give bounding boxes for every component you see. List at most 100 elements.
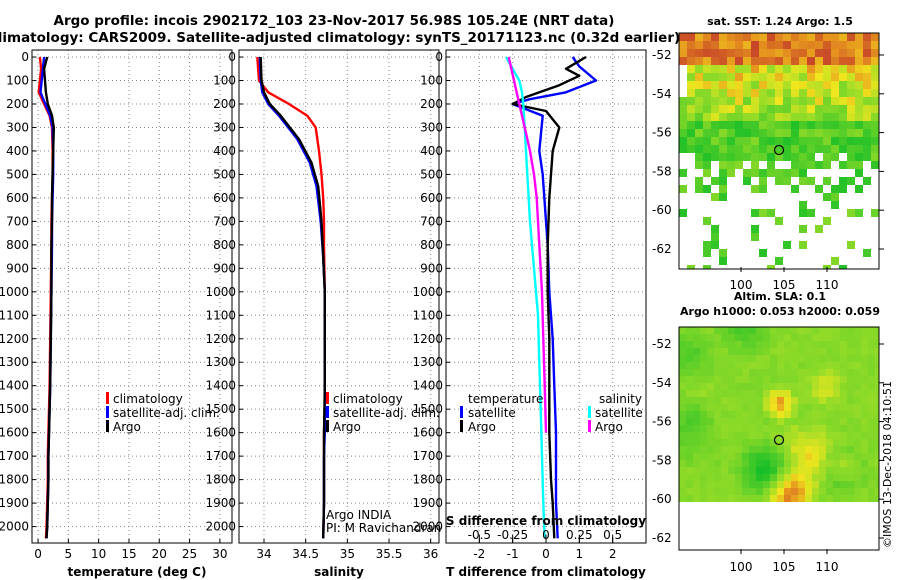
sst-cell (751, 121, 759, 129)
y-tick-label: 1000 (205, 285, 236, 299)
sla-cell (728, 341, 735, 348)
sla-cell (679, 355, 686, 362)
sla-cell (854, 474, 861, 481)
sst-cell (807, 33, 815, 41)
sst-cell (855, 81, 863, 89)
sla-cell (686, 467, 693, 474)
sla-cell (868, 355, 875, 362)
sla-cell (861, 488, 868, 495)
sst-cell (711, 41, 719, 49)
sla-cell (805, 348, 812, 355)
sst-cell (815, 97, 823, 105)
sla-cell (812, 348, 819, 355)
sla-cell (805, 355, 812, 362)
sst-cell (863, 129, 871, 137)
sla-cell (686, 383, 693, 390)
sla-cell (728, 369, 735, 376)
sla-cell (791, 481, 798, 488)
sla-cell (868, 327, 875, 334)
sla-cell (840, 411, 847, 418)
sst-cell (703, 153, 711, 161)
sla-cell (707, 376, 714, 383)
sst-cell (807, 81, 815, 89)
sla-cell (700, 369, 707, 376)
x-tick-label: 34.5 (292, 547, 319, 561)
sst-cell (679, 129, 687, 137)
sla-cell (854, 383, 861, 390)
sla-map-frame (678, 326, 880, 551)
sst-cell (791, 121, 799, 129)
sla-cell (812, 453, 819, 460)
sla-cell (833, 390, 840, 397)
sla-cell (714, 376, 721, 383)
sla-cell (868, 418, 875, 425)
y-tick-label: 900 (213, 261, 236, 275)
sla-cell (693, 334, 700, 341)
sla-cell (812, 327, 819, 334)
sst-cell (695, 137, 703, 145)
sla-cell (840, 390, 847, 397)
sst-cell (687, 145, 695, 153)
sla-cell (777, 334, 784, 341)
sla-cell (749, 460, 756, 467)
sst-cell (815, 73, 823, 81)
sst-cell (711, 81, 719, 89)
sla-cell (686, 362, 693, 369)
sla-cell (686, 418, 693, 425)
sst-cell (727, 145, 735, 153)
sla-cell (847, 334, 854, 341)
sla-cell (840, 432, 847, 439)
sst-cell (743, 89, 751, 97)
sla-cell (784, 467, 791, 474)
sla-cell (735, 334, 742, 341)
sla-cell (686, 327, 693, 334)
sla-cell (693, 488, 700, 495)
sst-cell (783, 33, 791, 41)
sst-cell (783, 177, 791, 185)
sst-cell (767, 153, 775, 161)
sla-cell (714, 334, 721, 341)
y-tick-label: 1300 (412, 355, 443, 369)
sla-cell (854, 418, 861, 425)
sst-cell (871, 73, 879, 81)
sla-cell (875, 425, 879, 432)
sla-cell (812, 369, 819, 376)
sst-cell (815, 33, 823, 41)
sla-cell (721, 362, 728, 369)
sla-cell (756, 383, 763, 390)
sla-cell (679, 376, 686, 383)
sla-cell (707, 495, 714, 502)
sla-cell (784, 495, 791, 502)
x-tick-label: 25 (182, 547, 197, 561)
legend-swatch-satellite-adj (106, 406, 109, 418)
map-lon-label: 105 (773, 560, 796, 574)
y-tick-label: 900 (420, 261, 443, 275)
sla-cell (728, 495, 735, 502)
sla-cell (749, 488, 756, 495)
sla-cell (749, 453, 756, 460)
sst-cell (799, 169, 807, 177)
sst-cell (839, 161, 847, 169)
sla-cell (777, 488, 784, 495)
y-tick-label: 500 (420, 167, 443, 181)
sst-cell (751, 57, 759, 65)
sst-cell (743, 105, 751, 113)
sla-cell (833, 341, 840, 348)
sla-cell (742, 481, 749, 488)
sst-cell (783, 65, 791, 73)
sla-cell (735, 418, 742, 425)
sla-cell (826, 404, 833, 411)
sla-cell (847, 425, 854, 432)
sst-cell (799, 105, 807, 113)
sla-cell (728, 418, 735, 425)
sst-cell (759, 97, 767, 105)
sst-cell (719, 81, 727, 89)
sla-cell (679, 425, 686, 432)
sla-cell (777, 446, 784, 453)
sla-cell (679, 467, 686, 474)
y-tick-label: 1200 (0, 332, 29, 346)
y-tick-label: 1100 (412, 308, 443, 322)
sst-cell (751, 97, 759, 105)
sst-cell (751, 129, 759, 137)
sla-cell (749, 404, 756, 411)
